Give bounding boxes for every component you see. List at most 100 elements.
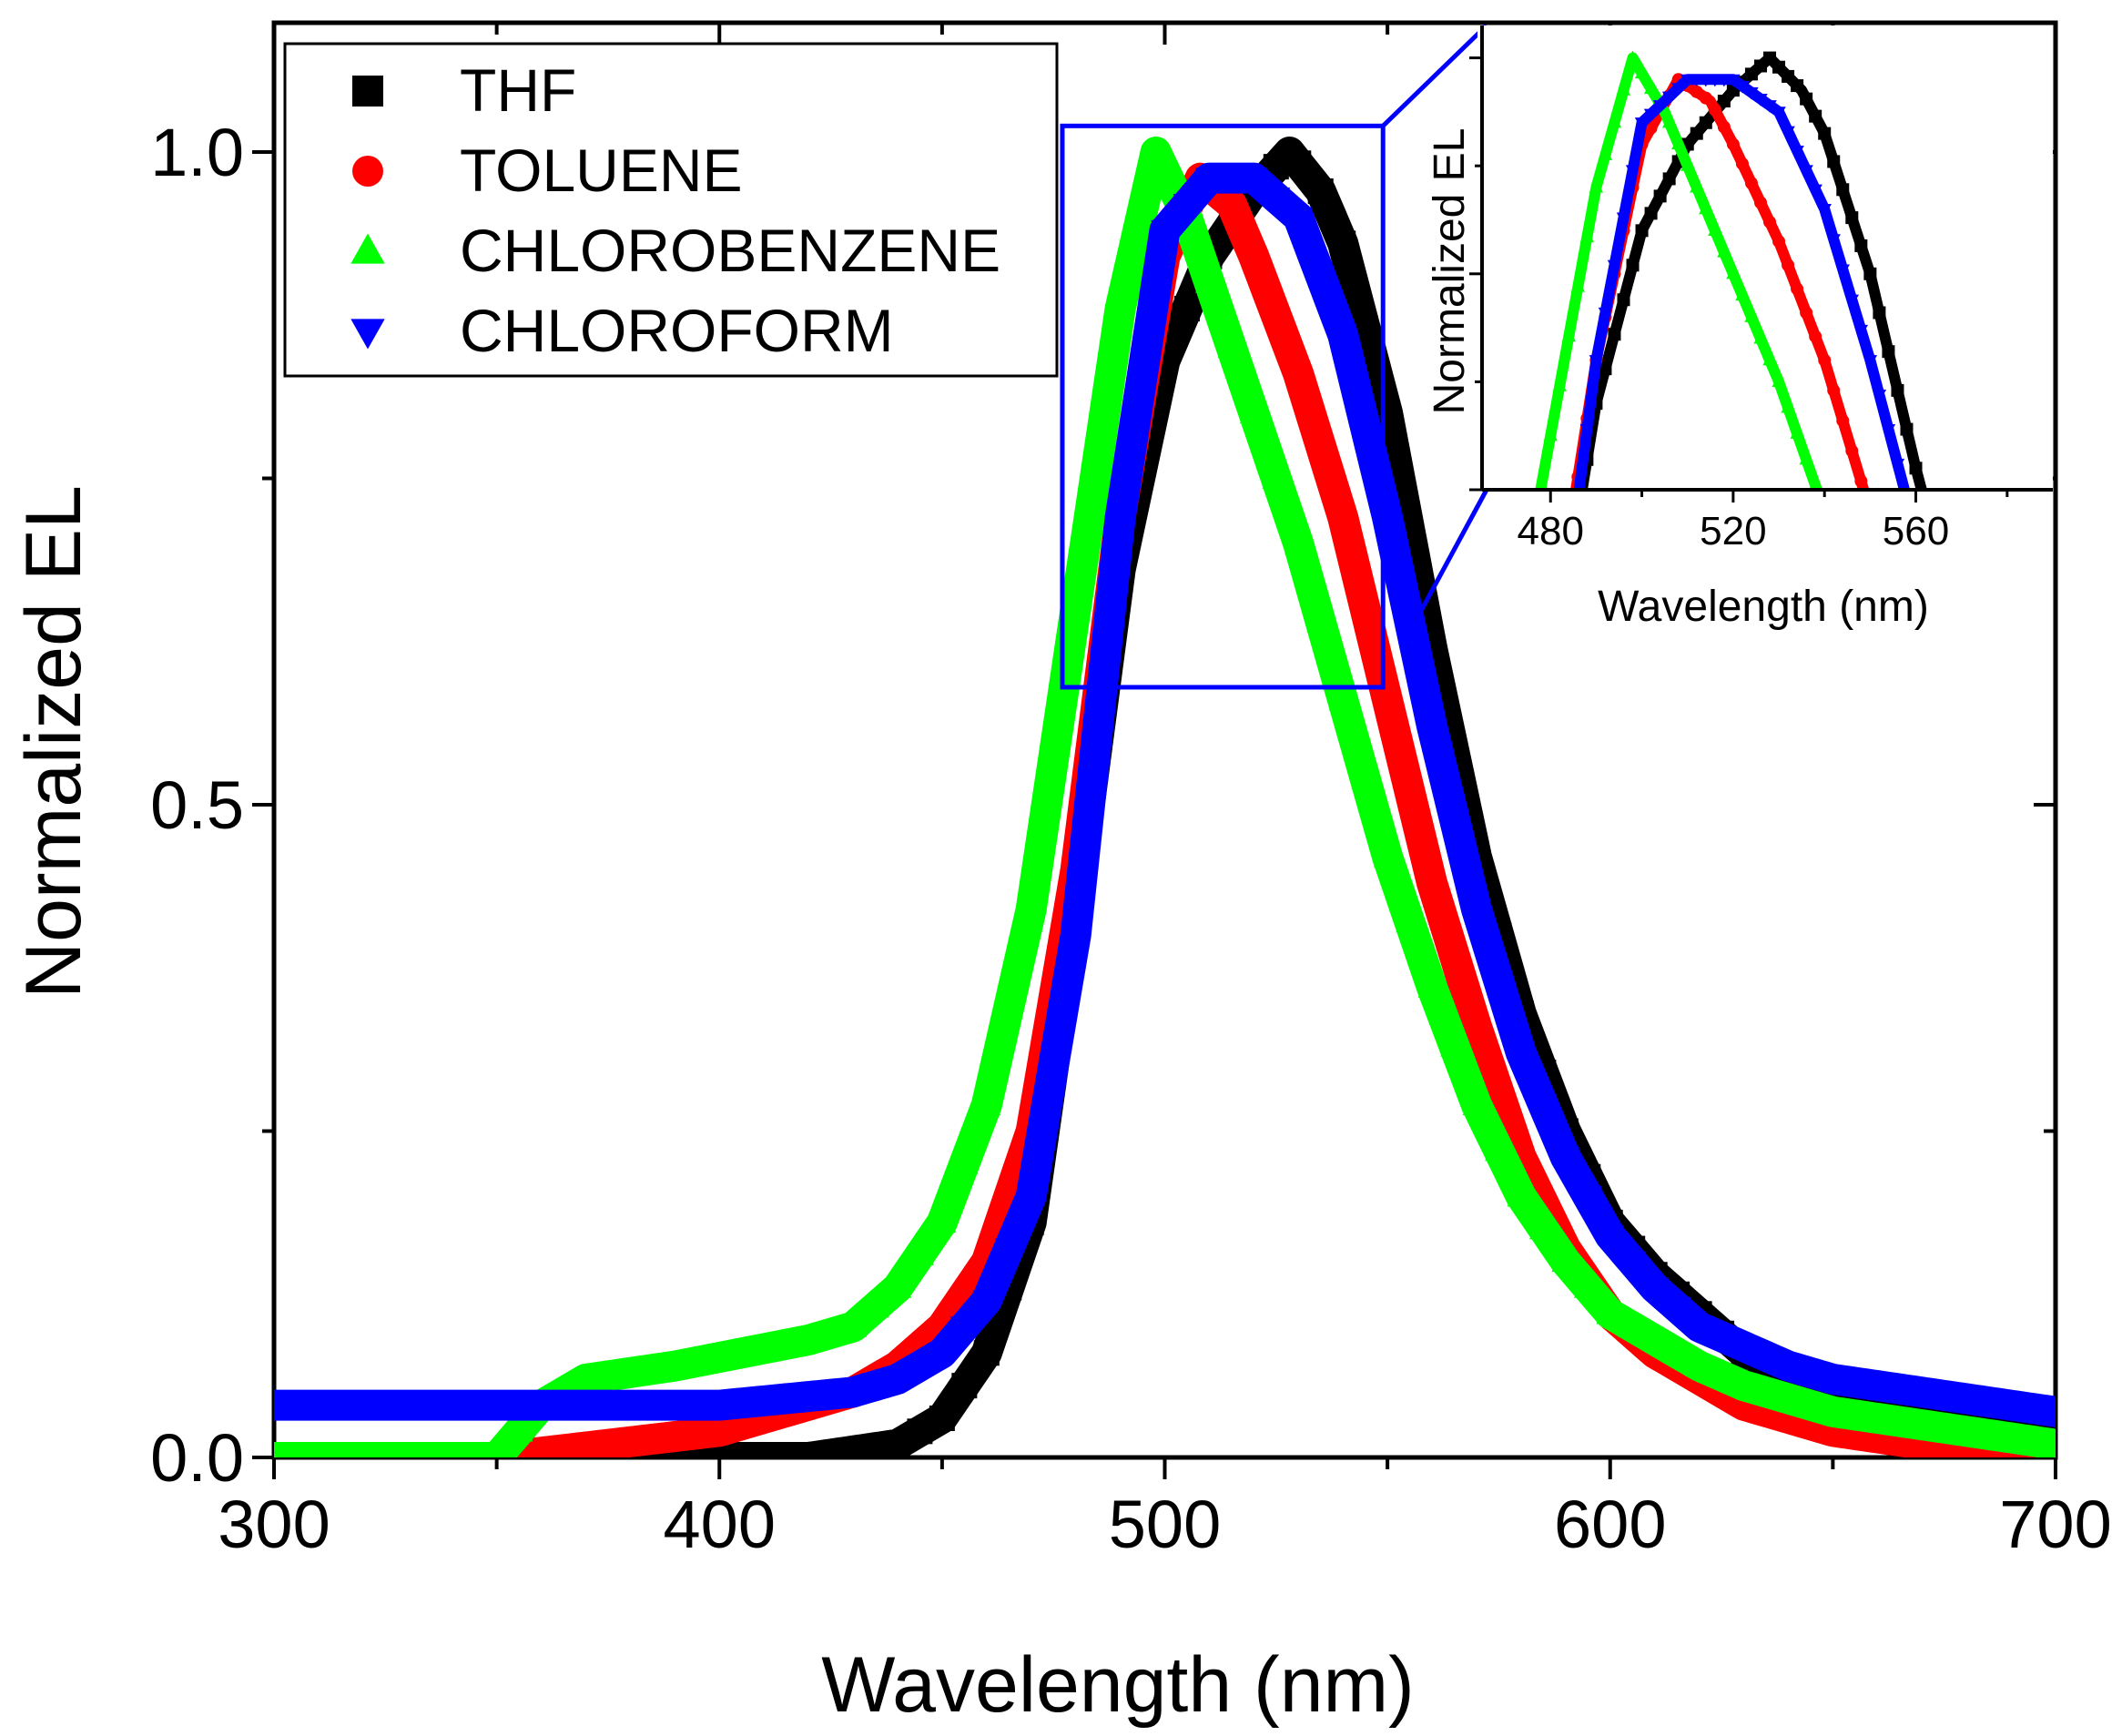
inset-data-point-thf [1955, 635, 1968, 647]
inset-data-point-toluene [2065, 980, 2077, 993]
data-point-chlorobenzene [660, 1351, 689, 1376]
inset-data-point-chloroform [1781, 126, 1795, 139]
inset-data-point-thf [1553, 622, 1566, 635]
inset-data-point-chloroform [1507, 873, 1520, 886]
inset-data-point-toluene [1644, 121, 1658, 135]
series-chloroform [274, 162, 2056, 1427]
inset-data-point-chlorobenzene [1717, 245, 1731, 258]
data-point-toluene [1285, 360, 1312, 387]
data-point-chlorobenzene [727, 1338, 756, 1364]
data-point-chloroform [482, 1395, 512, 1420]
x-tick-label: 300 [218, 1487, 330, 1562]
inset-data-point-chloroform [1900, 493, 1914, 506]
inset-data-point-chlorobenzene [1589, 179, 1604, 193]
inset-data-point-chlorobenzene [1699, 201, 1713, 215]
inset-data-point-chloroform [1544, 701, 1558, 714]
inset-data-point-chloroform [1680, 74, 1695, 87]
data-point-chloroform [415, 1395, 444, 1420]
inset-data-point-toluene [1744, 177, 1758, 190]
data-point-chlorobenzene [1396, 907, 1424, 933]
legend-label-chlorobenzene: CHLOROBENZENE [460, 217, 1000, 284]
inset-data-point-toluene [1726, 137, 1740, 151]
data-point-chlorobenzene [994, 992, 1023, 1018]
data-point-chlorobenzene [1796, 1390, 1825, 1416]
data-point-toluene [1375, 687, 1401, 714]
data-point-chloroform [994, 1238, 1023, 1264]
inset-data-point-chloroform [1881, 423, 1896, 437]
inset-data-point-chloroform [1634, 117, 1650, 130]
inset-data-point-chlorobenzene [1479, 742, 1493, 755]
inset-data-point-thf [1717, 95, 1731, 108]
inset-data-point-chloroform [1918, 558, 1932, 571]
inset-x-axis-title: Wavelength (nm) [1598, 583, 1929, 631]
data-point-thf [751, 1445, 777, 1457]
inset-data-point-chloroform [2018, 832, 2032, 845]
inset-data-point-thf [1909, 462, 1923, 475]
inset-data-point-chlorobenzene [2064, 986, 2077, 999]
inset-data-point-thf [1827, 155, 1841, 168]
data-point-chlorobenzene [399, 1442, 416, 1457]
inset-data-point-chloroform [1835, 264, 1850, 278]
inset-data-point-chloroform [1799, 165, 1813, 178]
data-point-chlorobenzene [1996, 1423, 2026, 1448]
inset-series-line-chlorobenzene [1535, 52, 1823, 490]
data-point-chloroform [572, 1395, 600, 1420]
inset-data-point-chlorobenzene [1891, 698, 1904, 711]
inset-data-point-toluene [1517, 775, 1529, 787]
data-point-chlorobenzene [1284, 529, 1313, 554]
inset-data-point-toluene [1772, 235, 1786, 249]
data-point-chloroform [1328, 324, 1357, 350]
inset-data-point-thf [1965, 661, 1977, 674]
inset-data-point-chloroform [2027, 849, 2041, 862]
data-point-chlorobenzene [488, 1442, 505, 1457]
data-point-chlorobenzene [2041, 1429, 2056, 1455]
x-tick-label: 500 [1109, 1487, 1221, 1562]
inset-data-point-chlorobenzene [1488, 709, 1502, 722]
inset-data-point-toluene [2001, 883, 2014, 896]
inset-data-point-thf [1562, 565, 1575, 578]
data-point-chloroform [304, 1395, 333, 1420]
data-point-chloroform [906, 1355, 934, 1381]
data-point-chloroform [1730, 1335, 1758, 1362]
inset-data-point-toluene [1863, 505, 1876, 518]
data-point-toluene [1352, 595, 1378, 622]
data-point-thf [929, 1405, 955, 1431]
inset-series-group [1479, 50, 2096, 999]
inset-data-point-chloroform [1826, 234, 1841, 247]
inset-data-point-chloroform [1717, 74, 1731, 87]
inset-data-point-thf [1517, 833, 1529, 846]
data-point-chloroform [1284, 207, 1313, 232]
inset-data-point-chlorobenzene [1670, 137, 1686, 150]
data-point-chlorobenzene [594, 1361, 623, 1386]
inset-data-point-chloroform [1964, 703, 1977, 716]
data-point-thf [796, 1445, 822, 1457]
data-point-thf [1173, 296, 1200, 322]
inset-x-tick-label: 480 [1518, 509, 1584, 553]
inset-data-point-chloroform [2082, 936, 2096, 949]
inset-data-point-chlorobenzene [1973, 869, 1986, 882]
inset-data-point-thf [2010, 784, 2023, 797]
data-point-chloroform [1239, 168, 1268, 193]
data-point-toluene [1263, 302, 1289, 329]
data-point-chlorobenzene [616, 1357, 645, 1383]
inset-data-point-thf [1863, 267, 1877, 280]
inset-data-point-chloroform [1643, 108, 1659, 122]
inset-data-point-toluene [1782, 259, 1795, 272]
data-point-chloroform [794, 1386, 823, 1412]
data-point-chloroform [1573, 1186, 1602, 1212]
inset-data-point-toluene [1919, 680, 1932, 693]
data-point-chlorobenzene [274, 1442, 283, 1457]
inset-data-point-toluene [1735, 157, 1749, 170]
inset-data-point-chloroform [1525, 787, 1538, 799]
inset-data-point-thf [2019, 803, 2032, 816]
inset-data-point-thf [1992, 738, 2005, 751]
data-point-thf [1307, 178, 1334, 205]
data-point-chlorobenzene [1239, 398, 1268, 423]
inset-data-point-chlorobenzene [2018, 936, 2032, 949]
inset-data-point-toluene [1854, 474, 1868, 488]
data-point-chloroform [638, 1395, 667, 1420]
inset-series-chlorobenzene [1479, 50, 2077, 999]
data-point-chloroform [460, 1395, 489, 1420]
inset-data-point-thf [2083, 922, 2096, 935]
